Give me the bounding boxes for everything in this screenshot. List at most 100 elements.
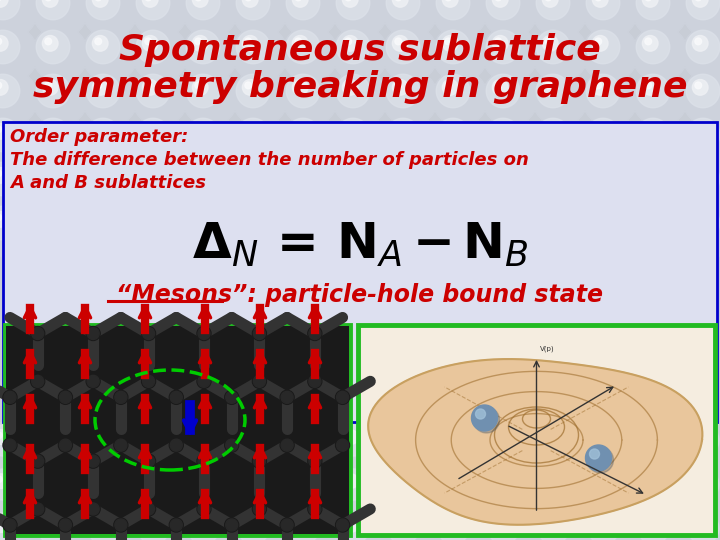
Circle shape [92, 212, 108, 227]
Circle shape [532, 202, 588, 258]
Circle shape [196, 520, 202, 526]
Circle shape [595, 38, 602, 45]
Circle shape [284, 465, 336, 517]
Circle shape [584, 509, 636, 540]
Circle shape [281, 439, 293, 451]
Circle shape [595, 82, 602, 89]
Circle shape [253, 374, 266, 388]
Circle shape [495, 38, 502, 45]
Circle shape [243, 518, 258, 532]
Circle shape [225, 438, 239, 452]
Circle shape [343, 474, 358, 488]
Circle shape [281, 519, 293, 531]
Circle shape [682, 158, 720, 214]
Circle shape [236, 118, 270, 152]
Circle shape [395, 82, 402, 89]
Circle shape [243, 212, 258, 227]
Circle shape [88, 513, 119, 540]
Circle shape [395, 214, 402, 221]
Circle shape [536, 206, 570, 240]
Circle shape [545, 214, 552, 221]
Circle shape [292, 79, 308, 95]
Circle shape [232, 0, 288, 38]
Circle shape [632, 26, 688, 82]
Circle shape [488, 425, 519, 456]
Circle shape [396, 432, 402, 438]
Circle shape [545, 82, 552, 89]
Circle shape [484, 465, 536, 517]
Circle shape [634, 421, 686, 473]
Circle shape [542, 0, 558, 7]
Circle shape [593, 212, 608, 227]
Circle shape [87, 327, 99, 340]
Circle shape [0, 36, 8, 51]
Circle shape [545, 126, 552, 133]
Circle shape [234, 465, 286, 517]
Circle shape [245, 38, 251, 45]
Circle shape [582, 0, 638, 38]
Circle shape [0, 0, 8, 7]
Circle shape [0, 520, 2, 526]
Circle shape [684, 421, 720, 473]
Circle shape [334, 421, 386, 473]
Circle shape [588, 447, 613, 473]
Circle shape [243, 474, 258, 488]
Circle shape [588, 425, 619, 456]
Circle shape [494, 518, 508, 532]
Circle shape [644, 430, 658, 444]
Circle shape [0, 509, 36, 540]
Circle shape [114, 390, 128, 404]
Circle shape [86, 327, 100, 341]
Circle shape [87, 375, 99, 387]
Circle shape [46, 432, 52, 438]
Circle shape [292, 167, 308, 183]
Circle shape [0, 167, 8, 183]
Circle shape [295, 214, 302, 221]
Circle shape [695, 38, 701, 45]
Circle shape [236, 30, 270, 64]
Circle shape [0, 430, 8, 444]
Circle shape [192, 212, 208, 227]
Circle shape [196, 432, 202, 438]
Circle shape [346, 476, 352, 482]
Circle shape [593, 430, 608, 444]
Circle shape [32, 503, 44, 515]
Circle shape [0, 124, 8, 139]
Circle shape [86, 118, 120, 152]
Circle shape [238, 513, 269, 540]
Circle shape [338, 513, 369, 540]
Circle shape [332, 0, 388, 38]
Circle shape [434, 509, 486, 540]
Circle shape [336, 74, 370, 108]
Circle shape [442, 167, 458, 183]
Circle shape [96, 520, 102, 526]
Circle shape [0, 114, 38, 170]
Circle shape [232, 70, 288, 126]
Circle shape [638, 513, 669, 540]
Circle shape [0, 513, 19, 540]
Circle shape [343, 79, 358, 95]
Circle shape [45, 126, 52, 133]
Circle shape [636, 118, 670, 152]
Circle shape [636, 0, 670, 20]
Circle shape [287, 118, 320, 152]
Circle shape [545, 38, 552, 45]
Circle shape [82, 158, 138, 214]
Circle shape [44, 518, 58, 532]
Circle shape [494, 430, 508, 444]
Circle shape [138, 469, 169, 500]
Polygon shape [368, 359, 703, 525]
Circle shape [186, 30, 220, 64]
Circle shape [534, 509, 586, 540]
Circle shape [188, 513, 219, 540]
Circle shape [384, 509, 436, 540]
Circle shape [432, 0, 488, 38]
Circle shape [536, 0, 570, 20]
Circle shape [436, 118, 470, 152]
Circle shape [682, 0, 720, 38]
Circle shape [596, 520, 602, 526]
Circle shape [388, 513, 419, 540]
Circle shape [332, 114, 388, 170]
Circle shape [544, 518, 558, 532]
Circle shape [492, 36, 508, 51]
